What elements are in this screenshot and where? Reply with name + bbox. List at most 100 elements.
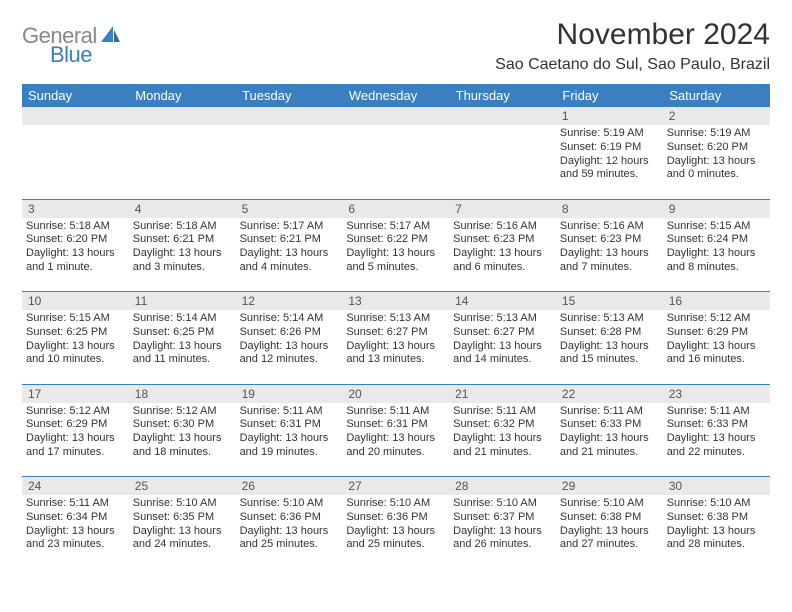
sunset-line: Sunset: 6:36 PM	[346, 511, 445, 525]
sunrise-line: Sunrise: 5:17 AM	[240, 220, 339, 234]
daynum-cell: 19	[236, 384, 343, 403]
sunset-line: Sunset: 6:33 PM	[560, 418, 659, 432]
day-cell	[129, 125, 236, 199]
daynum-cell: 21	[449, 384, 556, 403]
daynum-cell: 4	[129, 199, 236, 218]
sunset-line: Sunset: 6:24 PM	[667, 233, 766, 247]
daylight-line: Daylight: 13 hours and 13 minutes.	[346, 340, 445, 368]
day-cell	[449, 125, 556, 199]
day-cell: Sunrise: 5:10 AMSunset: 6:37 PMDaylight:…	[449, 495, 556, 569]
day-cell	[236, 125, 343, 199]
sunrise-line: Sunrise: 5:10 AM	[240, 497, 339, 511]
daylight-line: Daylight: 13 hours and 16 minutes.	[667, 340, 766, 368]
day-cell: Sunrise: 5:14 AMSunset: 6:26 PMDaylight:…	[236, 310, 343, 384]
weekday-thursday: Thursday	[449, 84, 556, 107]
sunrise-line: Sunrise: 5:14 AM	[133, 312, 232, 326]
sunrise-line: Sunrise: 5:11 AM	[560, 405, 659, 419]
sunrise-line: Sunrise: 5:10 AM	[133, 497, 232, 511]
day-cell: Sunrise: 5:12 AMSunset: 6:29 PMDaylight:…	[663, 310, 770, 384]
week-0-daynums: 12	[22, 107, 770, 125]
sunrise-line: Sunrise: 5:11 AM	[26, 497, 125, 511]
sunrise-line: Sunrise: 5:13 AM	[346, 312, 445, 326]
daylight-line: Daylight: 13 hours and 10 minutes.	[26, 340, 125, 368]
sunrise-line: Sunrise: 5:12 AM	[133, 405, 232, 419]
sunset-line: Sunset: 6:28 PM	[560, 326, 659, 340]
day-cell: Sunrise: 5:17 AMSunset: 6:22 PMDaylight:…	[342, 218, 449, 292]
daynum-cell: 16	[663, 292, 770, 311]
daylight-line: Daylight: 13 hours and 21 minutes.	[453, 432, 552, 460]
sunrise-line: Sunrise: 5:10 AM	[453, 497, 552, 511]
week-0-content: Sunrise: 5:19 AMSunset: 6:19 PMDaylight:…	[22, 125, 770, 199]
week-3-content: Sunrise: 5:12 AMSunset: 6:29 PMDaylight:…	[22, 403, 770, 477]
daylight-line: Daylight: 13 hours and 21 minutes.	[560, 432, 659, 460]
day-cell: Sunrise: 5:16 AMSunset: 6:23 PMDaylight:…	[556, 218, 663, 292]
sunset-line: Sunset: 6:35 PM	[133, 511, 232, 525]
sunset-line: Sunset: 6:25 PM	[133, 326, 232, 340]
sunset-line: Sunset: 6:23 PM	[453, 233, 552, 247]
day-cell: Sunrise: 5:15 AMSunset: 6:25 PMDaylight:…	[22, 310, 129, 384]
month-title: November 2024	[495, 18, 770, 52]
daylight-line: Daylight: 13 hours and 24 minutes.	[133, 525, 232, 553]
sunset-line: Sunset: 6:36 PM	[240, 511, 339, 525]
daylight-line: Daylight: 13 hours and 17 minutes.	[26, 432, 125, 460]
sunset-line: Sunset: 6:23 PM	[560, 233, 659, 247]
sunset-line: Sunset: 6:31 PM	[346, 418, 445, 432]
daylight-line: Daylight: 13 hours and 25 minutes.	[240, 525, 339, 553]
day-cell: Sunrise: 5:10 AMSunset: 6:35 PMDaylight:…	[129, 495, 236, 569]
sunset-line: Sunset: 6:20 PM	[26, 233, 125, 247]
day-cell: Sunrise: 5:11 AMSunset: 6:31 PMDaylight:…	[342, 403, 449, 477]
daynum-cell: 9	[663, 199, 770, 218]
day-cell: Sunrise: 5:15 AMSunset: 6:24 PMDaylight:…	[663, 218, 770, 292]
daynum-cell: 28	[449, 477, 556, 496]
weekday-header-row: SundayMondayTuesdayWednesdayThursdayFrid…	[22, 84, 770, 107]
calendar-table: SundayMondayTuesdayWednesdayThursdayFrid…	[22, 84, 770, 569]
daynum-cell: 1	[556, 107, 663, 125]
daynum-cell: 5	[236, 199, 343, 218]
daynum-cell: 10	[22, 292, 129, 311]
daynum-cell: 24	[22, 477, 129, 496]
sunset-line: Sunset: 6:21 PM	[133, 233, 232, 247]
week-4-daynums: 24252627282930	[22, 477, 770, 496]
daynum-cell: 26	[236, 477, 343, 496]
day-cell: Sunrise: 5:19 AMSunset: 6:20 PMDaylight:…	[663, 125, 770, 199]
sunset-line: Sunset: 6:29 PM	[667, 326, 766, 340]
calendar-body: 12Sunrise: 5:19 AMSunset: 6:19 PMDayligh…	[22, 107, 770, 569]
sunrise-line: Sunrise: 5:19 AM	[560, 127, 659, 141]
sunrise-line: Sunrise: 5:13 AM	[453, 312, 552, 326]
daylight-line: Daylight: 13 hours and 18 minutes.	[133, 432, 232, 460]
daynum-cell: 20	[342, 384, 449, 403]
weekday-friday: Friday	[556, 84, 663, 107]
sunset-line: Sunset: 6:20 PM	[667, 141, 766, 155]
day-cell: Sunrise: 5:14 AMSunset: 6:25 PMDaylight:…	[129, 310, 236, 384]
day-cell: Sunrise: 5:10 AMSunset: 6:38 PMDaylight:…	[556, 495, 663, 569]
daynum-cell	[449, 107, 556, 125]
daynum-cell: 22	[556, 384, 663, 403]
sunrise-line: Sunrise: 5:16 AM	[453, 220, 552, 234]
weekday-wednesday: Wednesday	[342, 84, 449, 107]
logo-sail-icon	[99, 24, 121, 47]
day-cell: Sunrise: 5:18 AMSunset: 6:21 PMDaylight:…	[129, 218, 236, 292]
sunset-line: Sunset: 6:31 PM	[240, 418, 339, 432]
daylight-line: Daylight: 13 hours and 27 minutes.	[560, 525, 659, 553]
daylight-line: Daylight: 13 hours and 3 minutes.	[133, 247, 232, 275]
sunrise-line: Sunrise: 5:17 AM	[346, 220, 445, 234]
sunrise-line: Sunrise: 5:11 AM	[667, 405, 766, 419]
week-1-content: Sunrise: 5:18 AMSunset: 6:20 PMDaylight:…	[22, 218, 770, 292]
sunrise-line: Sunrise: 5:11 AM	[240, 405, 339, 419]
weekday-tuesday: Tuesday	[236, 84, 343, 107]
daynum-cell	[129, 107, 236, 125]
daylight-line: Daylight: 13 hours and 8 minutes.	[667, 247, 766, 275]
location: Sao Caetano do Sul, Sao Paulo, Brazil	[495, 56, 770, 74]
sunset-line: Sunset: 6:27 PM	[346, 326, 445, 340]
daylight-line: Daylight: 13 hours and 6 minutes.	[453, 247, 552, 275]
sunset-line: Sunset: 6:33 PM	[667, 418, 766, 432]
sunset-line: Sunset: 6:32 PM	[453, 418, 552, 432]
title-block: November 2024 Sao Caetano do Sul, Sao Pa…	[495, 18, 770, 74]
daylight-line: Daylight: 13 hours and 7 minutes.	[560, 247, 659, 275]
day-cell: Sunrise: 5:19 AMSunset: 6:19 PMDaylight:…	[556, 125, 663, 199]
daynum-cell: 18	[129, 384, 236, 403]
sunrise-line: Sunrise: 5:13 AM	[560, 312, 659, 326]
daynum-cell: 27	[342, 477, 449, 496]
daynum-cell	[236, 107, 343, 125]
week-1-daynums: 3456789	[22, 199, 770, 218]
